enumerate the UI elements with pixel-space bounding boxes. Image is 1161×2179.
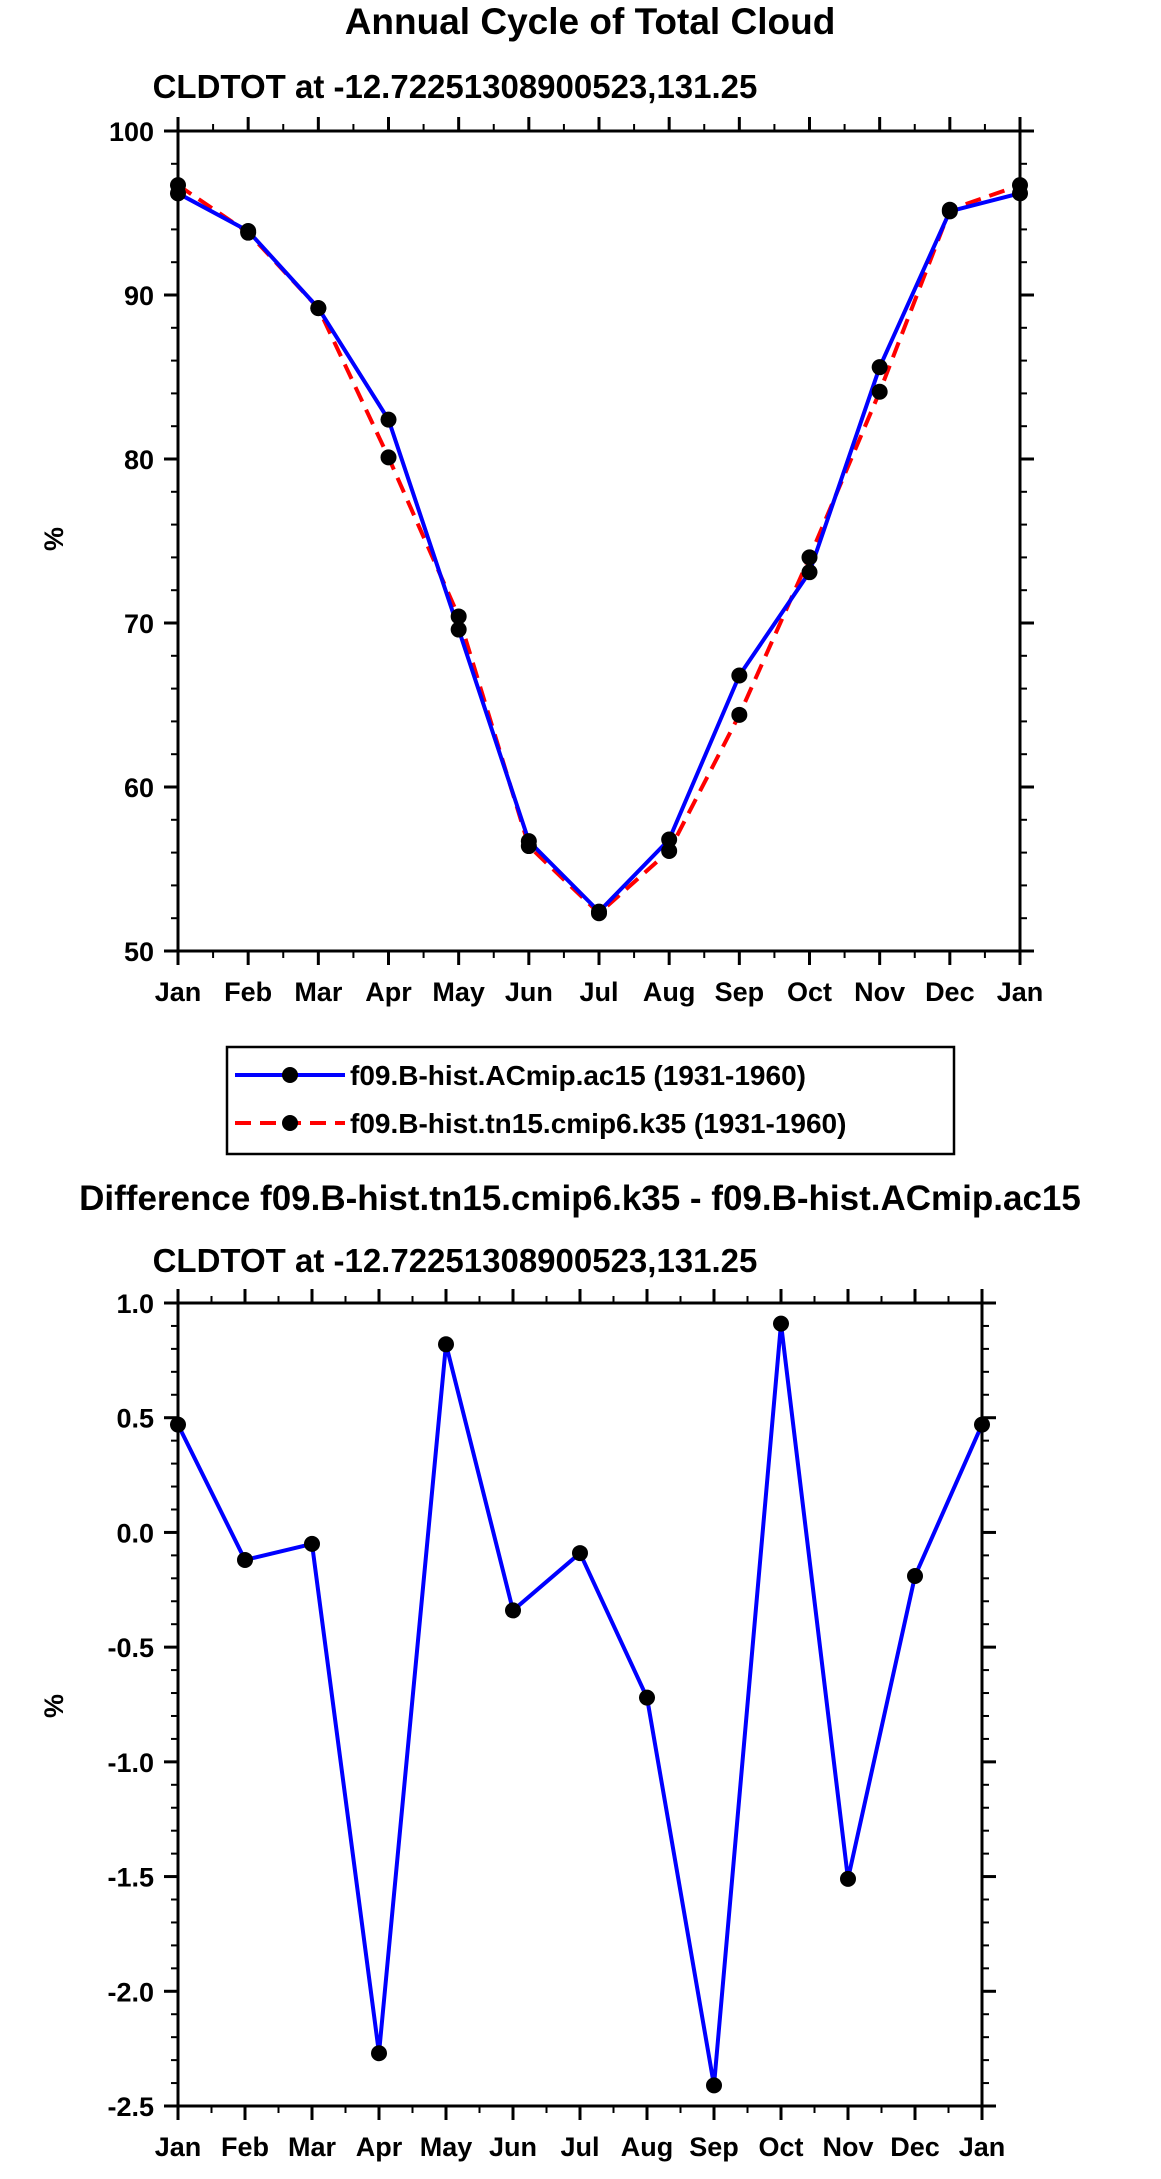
- chart-title: Annual Cycle of Total Cloud: [345, 1, 836, 42]
- data-point: [731, 667, 748, 684]
- data-point: [974, 1416, 990, 1433]
- data-point: [520, 838, 537, 855]
- data-point: [505, 1602, 521, 1619]
- series-line: [177, 191, 1021, 914]
- x-tick-label: Jan: [959, 2132, 1006, 2162]
- x-tick-label: Jan: [155, 977, 202, 1007]
- data-point: [450, 608, 467, 625]
- data-point: [1012, 177, 1028, 194]
- x-tick-label: Aug: [621, 2132, 673, 2162]
- x-tick-label: Dec: [925, 977, 975, 1007]
- data-point: [304, 1535, 320, 1552]
- data-point: [380, 411, 397, 428]
- y-axis-label: %: [39, 1694, 69, 1718]
- data-point: [706, 2077, 722, 2094]
- x-tick-label: Jul: [560, 2132, 599, 2162]
- series-line: [176, 1321, 984, 2088]
- data-point: [639, 1689, 655, 1706]
- data-point: [170, 1416, 186, 1433]
- x-tick-label: Mar: [288, 2132, 337, 2162]
- x-tick-label: Feb: [221, 2132, 269, 2162]
- data-point: [237, 1551, 253, 1568]
- legend: f09.B-hist.ACmip.ac15 (1931-1960) f09.B-…: [225, 1045, 956, 1156]
- y-tick-label: 1.0: [116, 1289, 154, 1319]
- data-point: [661, 842, 678, 859]
- y-tick-label: -2.0: [107, 1977, 154, 2007]
- x-tick-label: Jun: [505, 977, 553, 1007]
- data-point: [310, 300, 327, 317]
- chart-title: Difference f09.B-hist.tn15.cmip6.k35 - f…: [79, 1179, 1081, 1218]
- data-point: [572, 1545, 588, 1562]
- y-tick-label: 0.5: [116, 1404, 154, 1434]
- difference-chart: Difference f09.B-hist.tn15.cmip6.k35 - f…: [39, 1179, 1081, 2162]
- chart-subtitle: CLDTOT at -12.72251308900523,131.25: [153, 1242, 758, 1279]
- series-2-markers: [170, 177, 1028, 922]
- data-point: [801, 564, 818, 581]
- data-point: [591, 905, 607, 922]
- axis-ticks: [164, 117, 1034, 965]
- data-point: [450, 621, 467, 638]
- chart-subtitle: CLDTOT at -12.72251308900523,131.25: [153, 68, 758, 105]
- x-tick-label: Nov: [854, 977, 905, 1007]
- x-tick-label: Apr: [356, 2132, 403, 2162]
- y-tick-label: -1.5: [107, 1863, 154, 1893]
- x-tick-label: Jul: [579, 977, 618, 1007]
- data-point: [731, 706, 748, 723]
- x-tick-label: May: [420, 2132, 473, 2162]
- data-point: [240, 224, 257, 241]
- legend-label-series-2: f09.B-hist.tn15.cmip6.k35 (1931-1960): [350, 1108, 846, 1139]
- y-tick-label: 80: [124, 445, 154, 475]
- series-1-markers: [170, 185, 1028, 920]
- y-tick-label: 0.0: [116, 1518, 154, 1548]
- x-tick-label: Dec: [890, 2132, 940, 2162]
- data-point: [801, 549, 818, 566]
- data-point: [941, 201, 958, 218]
- data-point: [773, 1315, 789, 1332]
- data-point: [661, 831, 678, 848]
- y-tick-label: -1.0: [107, 1748, 154, 1778]
- series-1-markers: [170, 1315, 990, 2094]
- y-tick-label: 70: [124, 609, 154, 639]
- data-point: [371, 2045, 387, 2062]
- y-tick-label: -2.5: [107, 2092, 154, 2122]
- plot-frame: [176, 1301, 984, 2108]
- data-point: [907, 1568, 923, 1585]
- x-tick-label: Jan: [997, 977, 1044, 1007]
- annual-cycle-chart: Annual Cycle of Total Cloud CLDTOT at -1…: [39, 1, 1044, 1156]
- y-tick-label: 50: [124, 937, 154, 967]
- data-point: [871, 383, 888, 400]
- x-tick-label: Oct: [787, 977, 832, 1007]
- series-1: [177, 191, 1021, 914]
- x-tick-label: Feb: [224, 977, 272, 1007]
- x-tick-label: Sep: [689, 2132, 739, 2162]
- data-point: [840, 1870, 856, 1887]
- y-tick-label: 60: [124, 773, 154, 803]
- x-tick-label: Apr: [365, 977, 412, 1007]
- data-point: [380, 449, 397, 466]
- x-tick-label: Nov: [822, 2132, 873, 2162]
- x-tick-label: Jun: [489, 2132, 537, 2162]
- data-point: [871, 359, 888, 376]
- legend-label-series-1: f09.B-hist.ACmip.ac15 (1931-1960): [350, 1060, 806, 1091]
- x-tick-label: Aug: [643, 977, 695, 1007]
- x-tick-label: Oct: [758, 2132, 803, 2162]
- data-point: [438, 1336, 454, 1353]
- axis-ticks: [164, 1289, 996, 2120]
- y-tick-label: -0.5: [107, 1633, 154, 1663]
- legend-box: [225, 1045, 956, 1156]
- series-1: [176, 1321, 984, 2088]
- data-point: [170, 177, 186, 194]
- x-tick-label: May: [432, 977, 485, 1007]
- y-tick-label: 90: [124, 281, 154, 311]
- legend-marker-series-1: [282, 1067, 298, 1083]
- x-tick-label: Jan: [155, 2132, 202, 2162]
- y-tick-label: 100: [109, 117, 154, 147]
- plot-frame: [176, 129, 1022, 953]
- x-tick-label: Mar: [294, 977, 343, 1007]
- legend-marker-series-2: [282, 1115, 298, 1131]
- x-tick-label: Sep: [715, 977, 765, 1007]
- y-axis-label: %: [39, 527, 69, 551]
